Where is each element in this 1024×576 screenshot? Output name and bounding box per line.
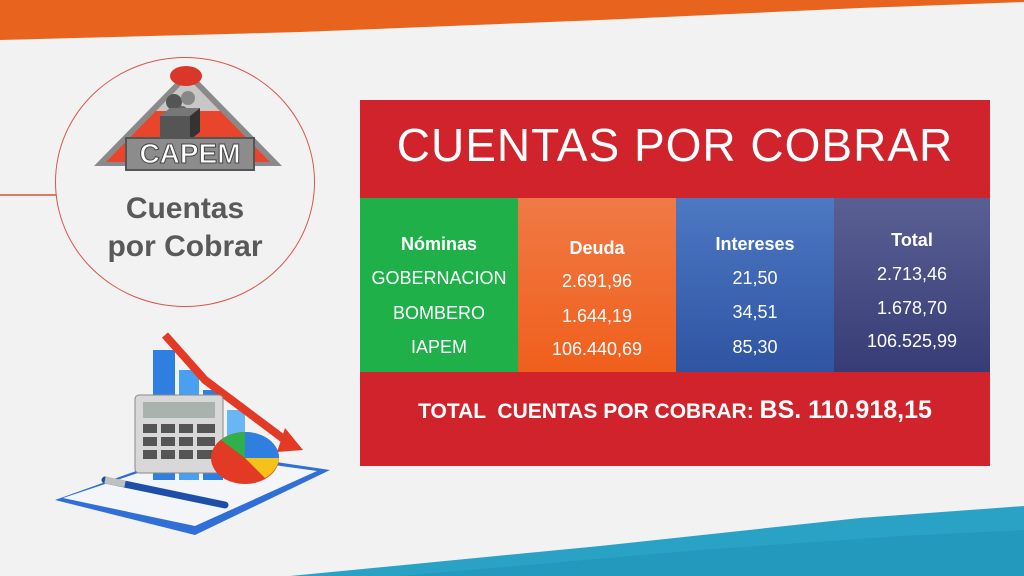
total-header: Total <box>891 230 933 250</box>
column-intereses: Intereses 21,50 34,51 85,30 <box>676 198 834 372</box>
badge-title-line2: por Cobrar <box>107 230 263 263</box>
deuda-row-1: 2.691,96 <box>561 271 633 291</box>
badge-title: Cuentas por Cobrar <box>70 190 300 266</box>
deuda-header: Deuda <box>569 238 625 258</box>
calculator-chart-illustration-icon <box>55 332 330 535</box>
total-row-3: 106.525,99 <box>866 331 958 351</box>
top-orange-band <box>0 0 1024 40</box>
logo-text: CAPEM <box>139 138 240 169</box>
divider-line <box>0 194 56 196</box>
column-total: Total 2.713,46 1.678,70 106.525,99 <box>834 198 990 372</box>
deuda-row-3: 106.440,69 <box>551 339 643 359</box>
grand-total-line: TOTAL CUENTAS POR COBRAR: BS. 110.918,15 <box>360 396 990 425</box>
intereses-row-3: 85,30 <box>732 337 778 357</box>
nominas-row-2: BOMBERO <box>392 303 485 323</box>
intereses-row-1: 21,50 <box>732 268 778 288</box>
nominas-row-1: GOBERNACION <box>371 268 507 288</box>
column-nominas: Nóminas GOBERNACION BOMBERO IAPEM <box>360 198 518 372</box>
panel-title: CUENTAS POR COBRAR <box>396 119 954 171</box>
total-row-2: 1.678,70 <box>876 298 948 318</box>
intereses-row-2: 34,51 <box>732 302 778 322</box>
grand-total-label: TOTAL CUENTAS POR COBRAR: <box>418 400 760 423</box>
column-deuda: Deuda 2.691,96 1.644,19 106.440,69 <box>518 198 676 372</box>
bottom-teal-band <box>290 506 1024 576</box>
badge-title-line1: Cuentas <box>125 192 245 225</box>
deuda-row-2: 1.644,19 <box>561 306 633 326</box>
total-row-1: 2.713,46 <box>876 264 948 284</box>
nominas-header: Nóminas <box>400 234 478 254</box>
grand-total-amount: BS. 110.918,15 <box>759 396 932 424</box>
capem-logo-icon: CAPEM <box>94 66 282 171</box>
intereses-header: Intereses <box>715 234 795 254</box>
nominas-row-3: IAPEM <box>410 337 467 357</box>
